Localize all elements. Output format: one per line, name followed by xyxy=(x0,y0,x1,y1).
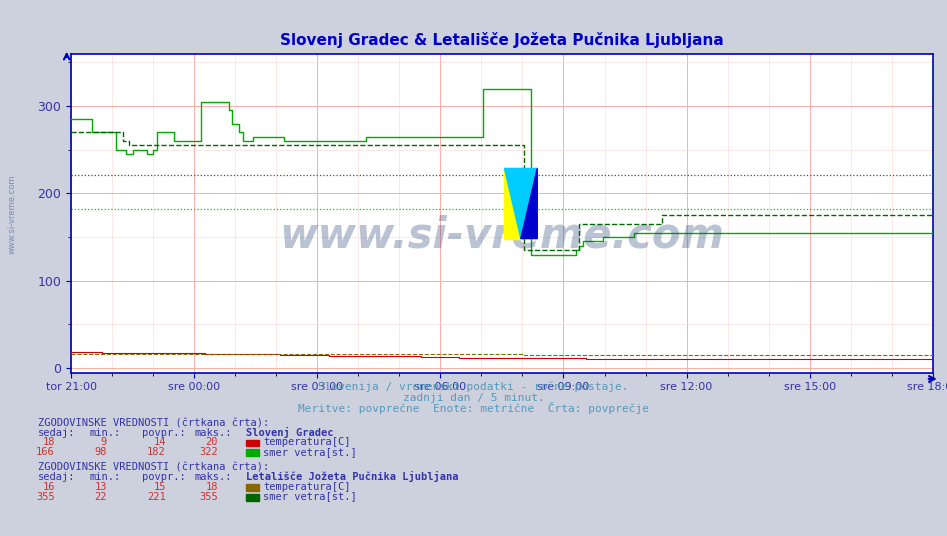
Text: Slovenija / vremenski podatki - ročne postaje.: Slovenija / vremenski podatki - ročne po… xyxy=(318,382,629,392)
Text: Slovenj Gradec: Slovenj Gradec xyxy=(246,427,333,438)
Text: sedaj:: sedaj: xyxy=(38,472,76,482)
Text: maks.:: maks.: xyxy=(194,472,232,482)
Text: 14: 14 xyxy=(153,437,166,448)
Text: Meritve: povprečne  Enote: metrične  Črta: povprečje: Meritve: povprečne Enote: metrične Črta:… xyxy=(298,401,649,414)
Text: 166: 166 xyxy=(36,447,55,457)
Text: povpr.:: povpr.: xyxy=(142,428,186,438)
Text: 20: 20 xyxy=(205,437,218,448)
Text: povpr.:: povpr.: xyxy=(142,472,186,482)
Text: 355: 355 xyxy=(36,492,55,502)
Text: maks.:: maks.: xyxy=(194,428,232,438)
Text: 13: 13 xyxy=(95,482,107,492)
Text: 355: 355 xyxy=(199,492,218,502)
Text: 18: 18 xyxy=(205,482,218,492)
Text: www.si-vreme.com: www.si-vreme.com xyxy=(279,214,724,256)
Title: Slovenj Gradec & Letališče Jožeta Pučnika Ljubljana: Slovenj Gradec & Letališče Jožeta Pučnik… xyxy=(280,32,724,48)
Text: temperatura[C]: temperatura[C] xyxy=(263,437,350,448)
Text: 182: 182 xyxy=(147,447,166,457)
Text: sedaj:: sedaj: xyxy=(38,428,76,438)
Text: 221: 221 xyxy=(147,492,166,502)
Text: Letališče Jožeta Pučnika Ljubljana: Letališče Jožeta Pučnika Ljubljana xyxy=(246,471,458,482)
Text: zadnji dan / 5 minut.: zadnji dan / 5 minut. xyxy=(402,393,545,403)
Text: 22: 22 xyxy=(95,492,107,502)
Text: 18: 18 xyxy=(43,437,55,448)
Text: 322: 322 xyxy=(199,447,218,457)
Text: ZGODOVINSKE VREDNOSTI (črtkana črta):: ZGODOVINSKE VREDNOSTI (črtkana črta): xyxy=(38,463,269,473)
Text: 98: 98 xyxy=(95,447,107,457)
Polygon shape xyxy=(505,168,537,239)
Text: 15: 15 xyxy=(153,482,166,492)
Text: www.si-vreme.com: www.si-vreme.com xyxy=(8,175,17,254)
Text: smer vetra[st.]: smer vetra[st.] xyxy=(263,492,357,502)
Text: min.:: min.: xyxy=(90,428,121,438)
Text: min.:: min.: xyxy=(90,472,121,482)
Polygon shape xyxy=(505,168,521,239)
Text: 9: 9 xyxy=(100,437,107,448)
Polygon shape xyxy=(521,168,537,239)
Text: temperatura[C]: temperatura[C] xyxy=(263,482,350,492)
Text: smer vetra[st.]: smer vetra[st.] xyxy=(263,447,357,457)
Text: 16: 16 xyxy=(43,482,55,492)
Text: ZGODOVINSKE VREDNOSTI (črtkana črta):: ZGODOVINSKE VREDNOSTI (črtkana črta): xyxy=(38,418,269,428)
